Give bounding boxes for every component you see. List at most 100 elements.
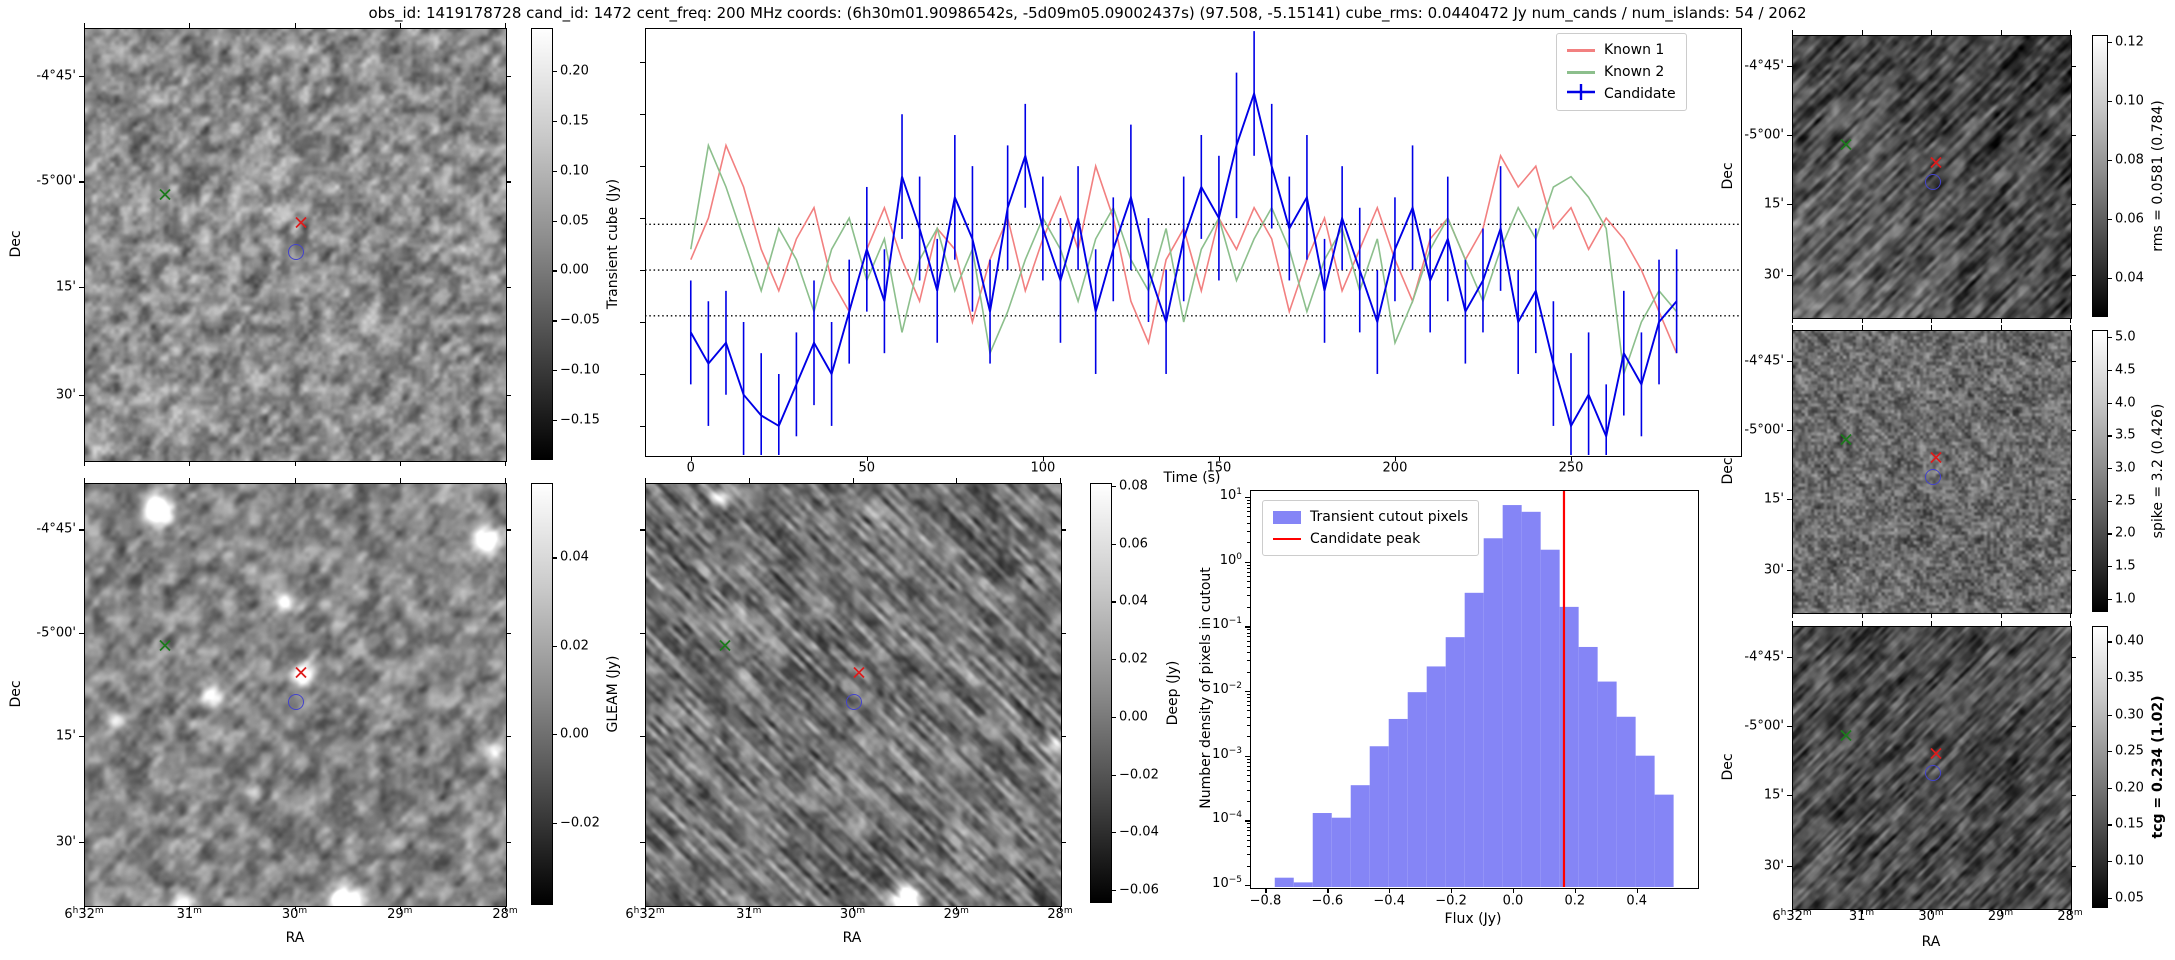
colorbar-tick-label: 1.5 (2115, 558, 2136, 574)
flux-tick (640, 218, 645, 220)
flux-axis-tick (1512, 888, 1515, 893)
density-minor-tick (1247, 567, 1250, 569)
colorbar-tick-label: −0.15 (560, 412, 600, 428)
ra-tick (2000, 30, 2002, 35)
density-minor-tick (1247, 697, 1250, 699)
panel-spike-image (1792, 330, 2072, 614)
ra-tick-label: 30m (839, 905, 866, 923)
dec-tick (2071, 726, 2076, 728)
density-minor-tick (1247, 511, 1250, 513)
colorbar-tick-label: 5.0 (2115, 329, 2136, 345)
colorbar-tick-label: 0.30 (2115, 707, 2144, 723)
colorbar-tick-label: −0.06 (1119, 882, 1159, 898)
known-1-marker (1929, 448, 1942, 467)
time-tick (1570, 456, 1573, 461)
colorbar-tick (2108, 861, 2112, 863)
known-1-legend-swatch (1567, 48, 1595, 52)
density-tick (1245, 691, 1250, 693)
colorbar-tick (553, 270, 557, 272)
density-tick-label: 101 (1219, 486, 1242, 504)
colorbar-tick (2108, 160, 2112, 162)
ra-tick-label: 31m (1848, 907, 1875, 925)
flux-axis-tick (1327, 888, 1329, 893)
dec-tick-label: -5°00' (36, 173, 76, 189)
ra-tick (399, 478, 401, 483)
colorbar-tick (1112, 543, 1116, 545)
ra-tick (84, 461, 86, 466)
dec-tick-label: 30' (1763, 562, 1784, 578)
dec-tick (640, 736, 645, 738)
density-tick-label: 10−4 (1212, 810, 1242, 827)
colorbar-tick-label: −0.04 (1119, 824, 1159, 840)
colorbar-tick (2108, 566, 2112, 568)
density-tick-label: 10−3 (1212, 745, 1242, 762)
candidate-marker (1924, 468, 1941, 485)
dec-tick-label: -4°45' (1744, 58, 1784, 74)
colorbar-tick (2108, 402, 2112, 404)
histogram-legend: Transient cutout pixels Candidate peak (1262, 500, 1480, 556)
ra-tick (1792, 909, 1794, 914)
dec-tick (1787, 135, 1792, 137)
dec-tick-label: 30' (1763, 858, 1784, 874)
density-minor-tick (1247, 671, 1250, 673)
dec-tick (506, 181, 511, 183)
colorbar-tick (1112, 832, 1116, 834)
colorbar-tick (2108, 42, 2112, 44)
gleam-colorbar-label: GLEAM (Jy) (605, 655, 621, 733)
density-minor-tick (1247, 830, 1250, 832)
colorbar-tick-label: 3.0 (2115, 460, 2136, 476)
colorbar-tick (2108, 598, 2112, 601)
ra-tick (399, 461, 401, 466)
ra-tick (399, 23, 401, 28)
density-tick (1245, 561, 1250, 563)
dec-tick-label: -4°45' (1744, 353, 1784, 369)
ra-tick (1861, 621, 1863, 626)
ra-tick-label: 6h32m (1772, 907, 1812, 925)
lightcurve-plot (645, 31, 1740, 455)
density-tick-label: 10−2 (1212, 680, 1242, 698)
flux-axis-tick-label: −0.6 (1311, 893, 1344, 909)
deep-colorbar-label: Deep (Jy) (1165, 660, 1181, 726)
figure-title: obs_id: 1419178728 cand_id: 1472 cent_fr… (368, 4, 1807, 22)
density-tick-label: 10−1 (1212, 616, 1242, 633)
colorbar-tick (2108, 101, 2112, 103)
dec-tick (2071, 657, 2076, 659)
known-2-marker (159, 186, 171, 205)
candidate-marker (846, 693, 863, 710)
ra-tick (1931, 909, 1933, 914)
ra-tick (2000, 325, 2002, 330)
colorbar-tick (1112, 485, 1116, 488)
dec-tick (506, 395, 511, 397)
density-tick (1245, 885, 1250, 887)
density-tick (1245, 496, 1250, 499)
ra-tick (956, 906, 958, 911)
dec-axis-label: Dec (1720, 457, 1736, 485)
ra-tick (2070, 613, 2072, 618)
lightcurve-frame (645, 28, 1742, 457)
dec-tick (1787, 499, 1792, 501)
density-minor-tick (1247, 839, 1250, 841)
density-minor-tick (1247, 724, 1250, 726)
ra-tick (294, 23, 296, 28)
ra-tick (1861, 318, 1863, 323)
legend-item: Candidate peak (1273, 528, 1468, 550)
colorbar-tick (1112, 659, 1116, 661)
colorbar-tick-label: 0.02 (1119, 651, 1148, 667)
colorbar-tick (553, 120, 557, 122)
known-2-marker (719, 637, 731, 656)
histogram-xlabel: Flux (Jy) (1444, 911, 1502, 927)
dec-tick-label: -5°00' (1744, 422, 1784, 438)
ra-tick (2070, 621, 2072, 626)
dec-tick (506, 632, 511, 634)
colorbar-tick-label: 0.04 (1119, 593, 1148, 609)
colorbar-tick-label: 0.15 (2115, 816, 2144, 832)
colorbar-tick-label: 4.0 (2115, 395, 2136, 411)
time-tick-label: 200 (1382, 460, 1408, 476)
time-tick (1042, 456, 1045, 461)
colorbar-tick-label: 0.10 (560, 163, 589, 179)
ra-tick (1861, 30, 1863, 35)
colorbar-tick (553, 734, 557, 736)
dec-tick (2071, 430, 2076, 432)
ra-tick (748, 478, 750, 483)
colorbar-tick-label: 0.10 (2115, 93, 2144, 109)
